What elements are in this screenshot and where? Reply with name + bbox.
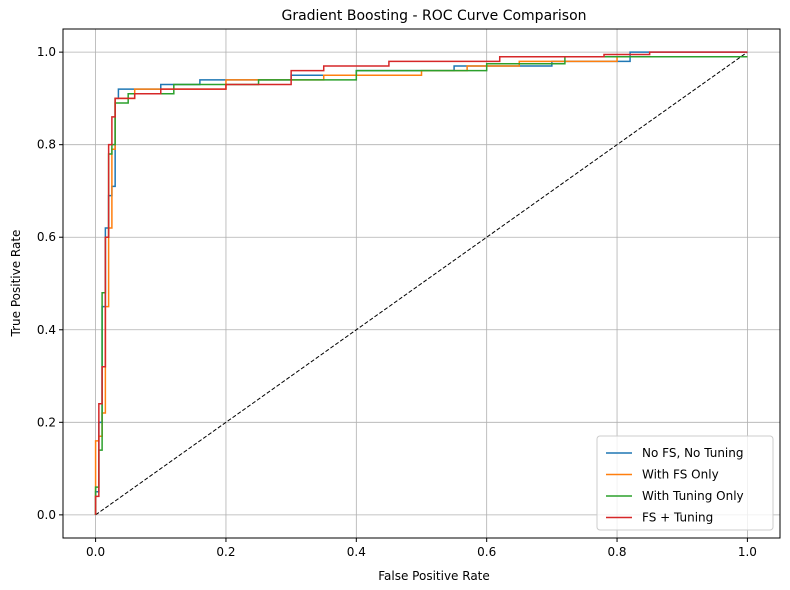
x-axis-ticks: 0.0 0.2 0.4 0.6 0.8 1.0 (86, 538, 757, 559)
diagonal-reference-line (95, 51, 748, 516)
y-tick-label: 1.0 (37, 45, 56, 59)
x-tick-label: 0.0 (86, 545, 105, 559)
y-tick-label: 0.0 (37, 508, 56, 522)
y-axis-label: True Positive Rate (9, 230, 23, 338)
x-tick-label: 0.8 (607, 545, 626, 559)
legend-label: With Tuning Only (642, 489, 744, 503)
x-axis-label: False Positive Rate (378, 569, 490, 583)
y-axis-ticks: 0.0 0.2 0.4 0.6 0.8 1.0 (37, 45, 63, 522)
y-tick-label: 0.6 (37, 230, 56, 244)
x-tick-label: 0.4 (347, 545, 366, 559)
series-lines (94, 51, 748, 515)
plot-frame (62, 28, 781, 539)
legend-label: No FS, No Tuning (642, 446, 743, 460)
y-tick-label: 0.8 (37, 138, 56, 152)
legend-label: FS + Tuning (642, 511, 713, 525)
legend-box (596, 435, 774, 531)
grid (63, 29, 780, 538)
x-tick-label: 1.0 (738, 545, 757, 559)
y-tick-label: 0.4 (37, 323, 56, 337)
x-tick-label: 0.2 (216, 545, 235, 559)
chart-title: Gradient Boosting - ROC Curve Comparison (281, 8, 586, 24)
x-tick-label: 0.6 (477, 545, 496, 559)
legend-label: With FS Only (642, 468, 719, 482)
y-tick-label: 0.2 (37, 415, 56, 429)
series-line-3 (94, 51, 748, 515)
legend: No FS, No Tuning With FS Only With Tuning … (596, 435, 774, 531)
